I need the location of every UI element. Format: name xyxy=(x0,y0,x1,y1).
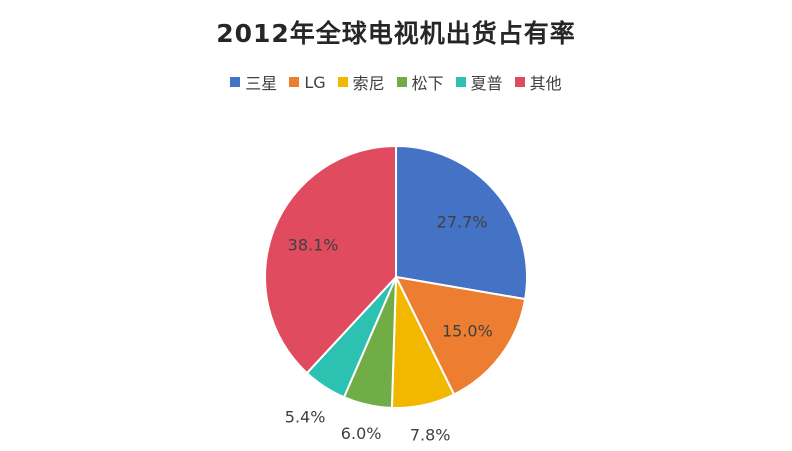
data-label-lg: 15.0% xyxy=(442,321,493,340)
legend-item-sony: 索尼 xyxy=(337,70,385,94)
legend-item-other: 其他 xyxy=(514,70,562,94)
legend-item-panasonic: 松下 xyxy=(396,70,444,94)
legend-swatch-panasonic xyxy=(396,77,407,87)
pie-slices xyxy=(264,144,528,409)
legend-swatch-lg xyxy=(289,77,300,87)
pie-slice-other xyxy=(264,144,397,375)
legend-swatch-sharp xyxy=(455,77,466,87)
legend-swatch-other xyxy=(514,77,525,87)
data-label-sony: 7.8% xyxy=(410,425,451,444)
pie-labels: 27.7% 15.0% 7.8% 6.0% 5.4% 38.1% xyxy=(285,212,493,444)
chart-title: 2012年全球电视机出货占有率 xyxy=(216,19,576,48)
data-label-samsung: 27.7% xyxy=(437,212,488,231)
legend-item-sharp: 夏普 xyxy=(455,70,503,94)
legend-item-lg: LG xyxy=(289,72,326,92)
legend-swatch-samsung xyxy=(230,77,241,87)
legend-label-sony: 索尼 xyxy=(352,74,385,93)
legend-label-panasonic: 松下 xyxy=(411,74,444,93)
legend-label-samsung: 三星 xyxy=(245,74,278,93)
data-label-sharp: 5.4% xyxy=(285,407,326,426)
legend-label-lg: LG xyxy=(304,72,326,92)
pie-slice-lg xyxy=(394,275,527,396)
data-label-other: 38.1% xyxy=(288,235,339,254)
legend-label-sharp: 夏普 xyxy=(470,74,503,93)
legend-item-samsung: 三星 xyxy=(230,70,277,94)
legend: 三星 LG 索尼 松下 夏普 其他 xyxy=(0,70,792,94)
legend-swatch-sony xyxy=(337,77,348,87)
pie-slice-samsung xyxy=(395,144,528,301)
legend-label-other: 其他 xyxy=(529,74,562,93)
data-label-panasonic: 6.0% xyxy=(341,424,382,443)
